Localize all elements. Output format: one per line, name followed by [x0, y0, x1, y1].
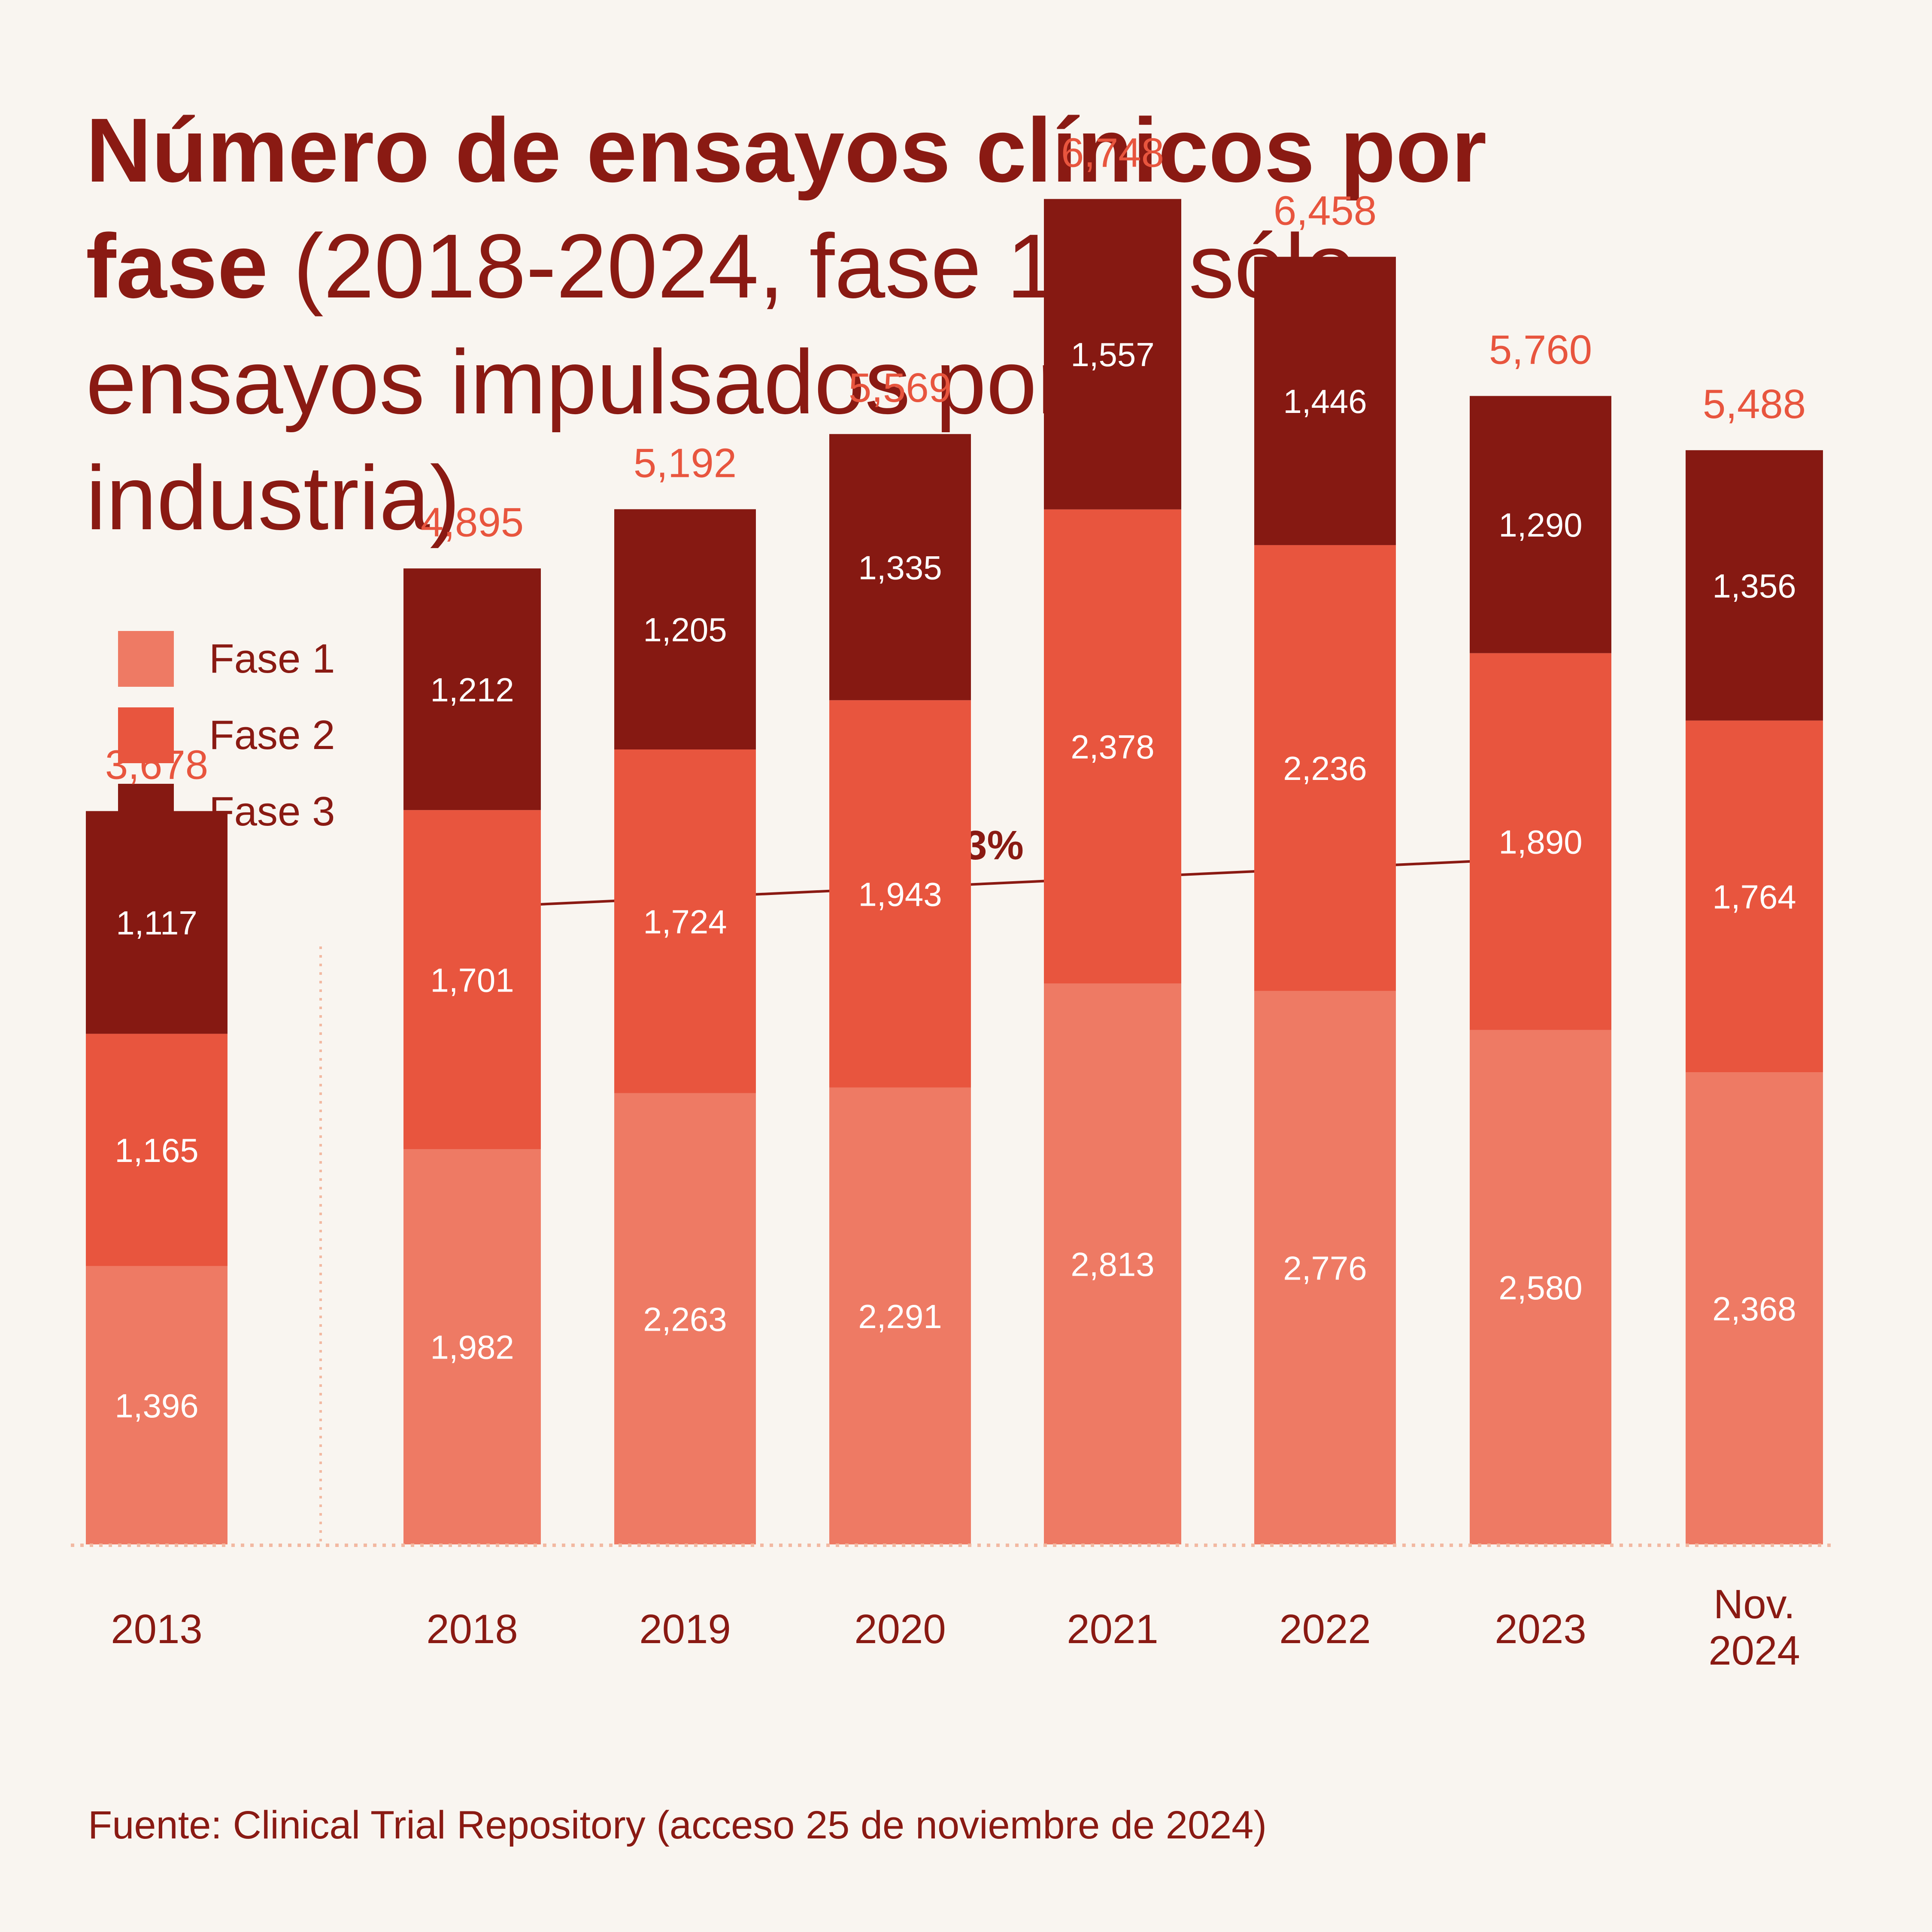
bar-segment-fase-1 — [614, 1093, 756, 1544]
data-label-fase-2: 2,236 — [1283, 749, 1367, 787]
bar-segment-fase-3 — [403, 568, 541, 810]
x-tick-label: 2021 — [1067, 1606, 1159, 1652]
data-label-fase-2: 1,165 — [115, 1131, 198, 1169]
data-label-fase-3: 1,205 — [643, 611, 727, 649]
bar-segment-fase-1 — [1686, 1072, 1823, 1544]
data-label-fase-1: 2,776 — [1283, 1249, 1367, 1287]
source-note: Fuente: Clinical Trial Repository (acces… — [88, 1803, 1267, 1847]
data-label-fase-3: 1,335 — [858, 549, 942, 586]
data-label-fase-2: 2,378 — [1071, 728, 1154, 766]
x-tick-label: 2013 — [111, 1606, 203, 1652]
x-tick-label: Nov. — [1714, 1581, 1795, 1627]
total-label: 6,458 — [1274, 188, 1377, 234]
bar-segment-fase-3 — [1044, 199, 1181, 510]
legend-label-fase-3: Fase 3 — [209, 789, 335, 834]
bar-segment-fase-3 — [614, 509, 756, 750]
x-tick-label: 2024 — [1708, 1628, 1800, 1674]
bar-segment-fase-2 — [86, 1034, 227, 1266]
x-tick-label: 2019 — [639, 1606, 731, 1652]
data-label-fase-3: 1,446 — [1283, 382, 1367, 420]
legend-label-fase-2: Fase 2 — [209, 712, 335, 758]
total-label: 3,678 — [105, 742, 208, 788]
total-label: 4,895 — [421, 499, 524, 545]
data-label-fase-2: 1,701 — [430, 961, 514, 999]
data-label-fase-3: 1,117 — [116, 904, 197, 942]
chart-title: Número de ensayos clínicos por fase (201… — [86, 92, 1545, 556]
data-label-fase-3: 1,212 — [430, 671, 514, 709]
bar-segment-fase-3 — [829, 434, 971, 701]
legend-swatch-fase-1 — [118, 631, 174, 687]
bar-segment-fase-1 — [403, 1149, 541, 1544]
total-label: 5,569 — [849, 365, 952, 411]
bar-segment-fase-2 — [403, 810, 541, 1149]
data-label-fase-2: 1,724 — [643, 903, 727, 940]
total-label: 5,760 — [1489, 327, 1592, 373]
x-tick-label: 2023 — [1495, 1606, 1586, 1652]
data-label-fase-3: 1,356 — [1712, 567, 1796, 605]
bar-segment-fase-1 — [829, 1087, 971, 1544]
data-label-fase-2: 1,764 — [1712, 878, 1796, 916]
bar-segment-fase-2 — [1044, 509, 1181, 984]
bar-segment-fase-2 — [1254, 545, 1396, 991]
legend-swatch-fase-2 — [118, 707, 174, 763]
chart-title-bold: Número de ensayos clínicos por fase — [86, 99, 1487, 317]
bar-segment-fase-1 — [1044, 983, 1181, 1544]
bar-segment-fase-2 — [1686, 720, 1823, 1073]
data-label-fase-2: 1,890 — [1498, 823, 1582, 861]
x-tick-label: 2018 — [426, 1606, 518, 1652]
data-label-fase-1: 2,580 — [1498, 1269, 1582, 1307]
bar-segment-fase-3 — [1470, 396, 1611, 653]
bar-segment-fase-1 — [86, 1266, 227, 1544]
data-label-fase-1: 2,368 — [1712, 1290, 1796, 1328]
data-label-fase-3: 1,290 — [1498, 506, 1582, 544]
bar-segment-fase-3 — [1254, 257, 1396, 545]
bar-segment-fase-3 — [1686, 450, 1823, 721]
bar-segment-fase-2 — [829, 700, 971, 1088]
total-label: 5,192 — [634, 440, 737, 486]
bar-segment-fase-1 — [1470, 1030, 1611, 1544]
total-label: 6,748 — [1061, 130, 1164, 176]
data-label-fase-3: 1,557 — [1071, 336, 1154, 373]
data-label-fase-1: 2,813 — [1071, 1246, 1154, 1283]
bar-segment-fase-1 — [1254, 991, 1396, 1544]
data-label-fase-2: 1,943 — [858, 876, 942, 913]
data-label-fase-1: 1,982 — [430, 1328, 514, 1366]
x-tick-label: 2020 — [854, 1606, 946, 1652]
bar-segment-fase-2 — [614, 749, 756, 1093]
bar-segment-fase-2 — [1470, 653, 1611, 1030]
data-label-fase-1: 1,396 — [115, 1387, 198, 1425]
data-label-fase-1: 2,291 — [858, 1298, 942, 1335]
data-label-fase-1: 2,263 — [643, 1300, 727, 1338]
legend-label-fase-1: Fase 1 — [209, 636, 335, 682]
bar-segment-fase-3 — [86, 811, 227, 1034]
x-tick-label: 2022 — [1279, 1606, 1371, 1652]
total-label: 5,488 — [1703, 381, 1806, 427]
